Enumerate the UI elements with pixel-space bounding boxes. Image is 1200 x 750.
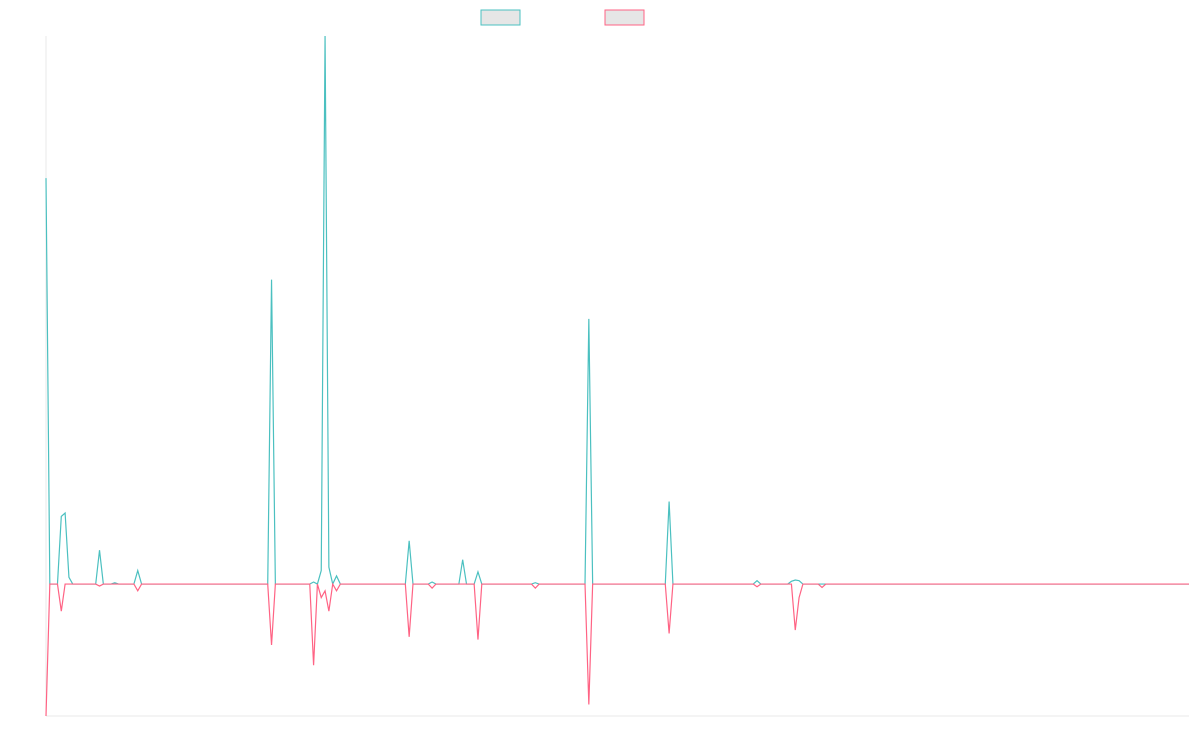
legend-swatch-1[interactable] xyxy=(480,9,521,26)
legend xyxy=(480,9,645,26)
plot-area xyxy=(45,35,1189,717)
legend-swatch-2[interactable] xyxy=(604,9,645,26)
series-line-1 xyxy=(45,35,1189,586)
axes xyxy=(45,36,1189,717)
series-line-2 xyxy=(45,582,1189,717)
